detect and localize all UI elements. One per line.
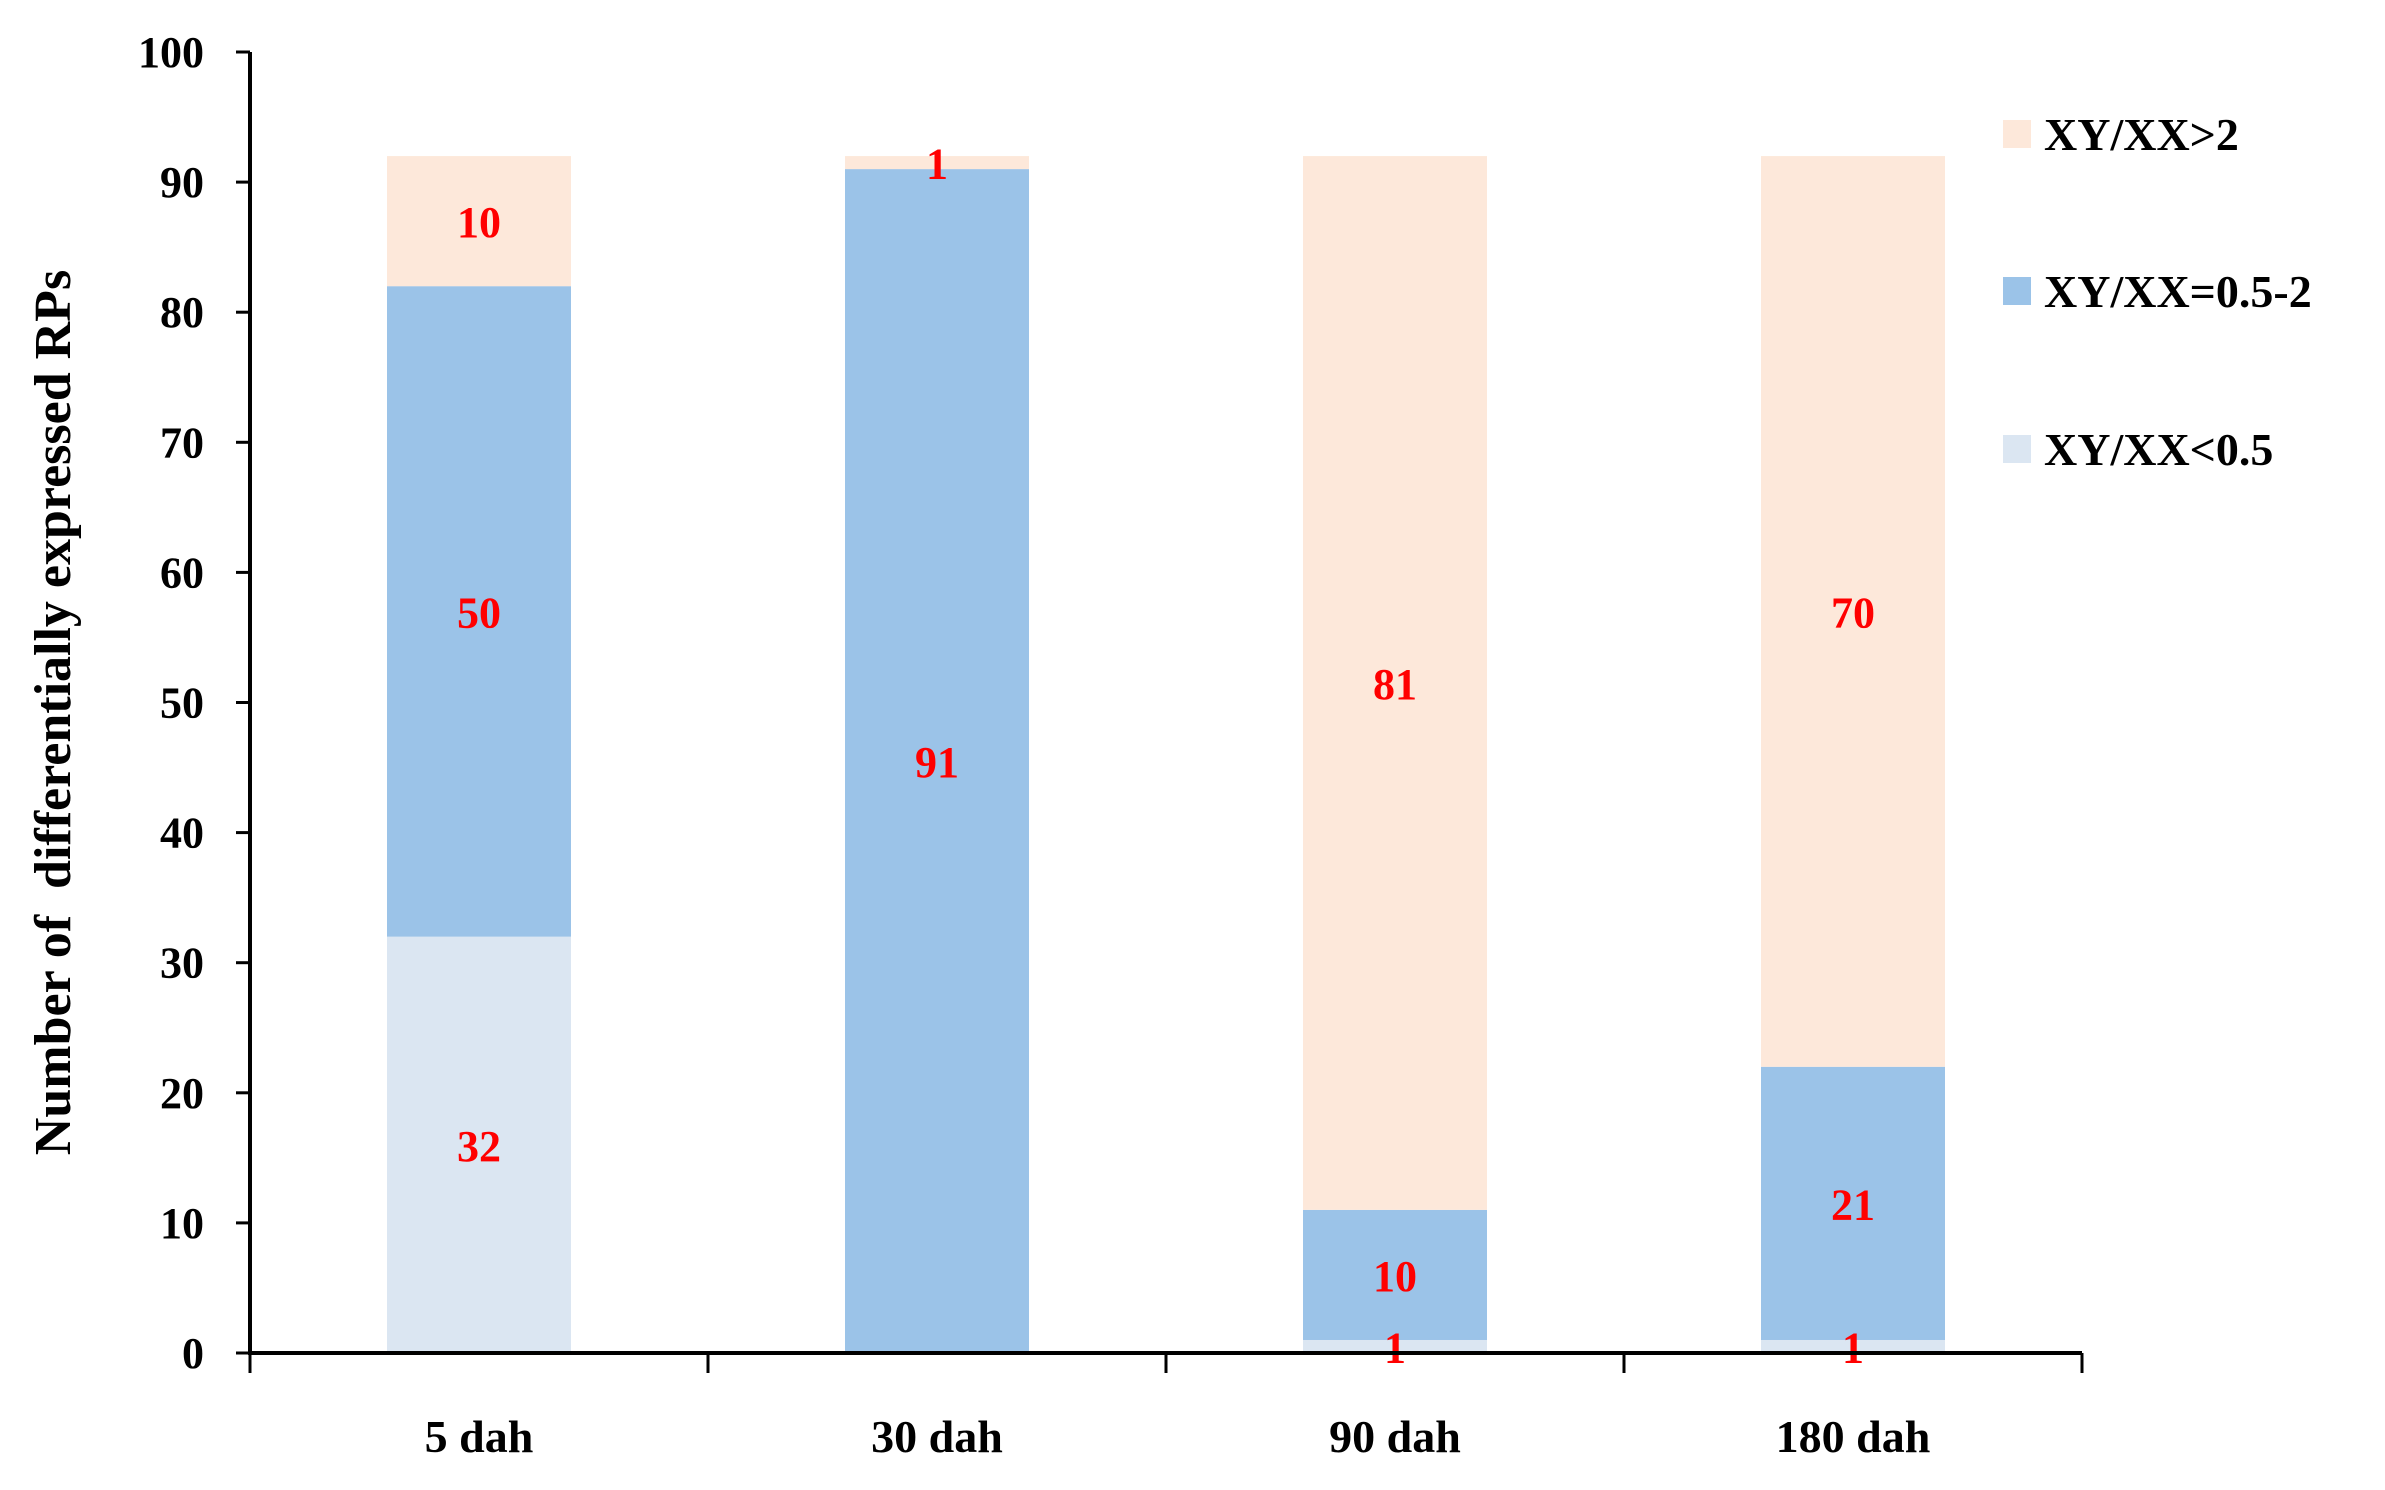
y-tick-label-80: 80: [160, 288, 204, 337]
data-label-180-dah-xy-xx-0-5-2: 21: [1831, 1180, 1875, 1229]
x-tick-label-30-dah: 30 dah: [871, 1411, 1003, 1462]
x-tick-label-90-dah: 90 dah: [1329, 1411, 1461, 1462]
data-label-90-dah-xy-xx-2: 81: [1373, 660, 1417, 709]
bar-90-dah-xy-xx-0-5-2: [1303, 1209, 1487, 1340]
legend: XY/XX>2 XY/XX=0.5-2 XY/XX<0.5: [2003, 109, 2312, 475]
y-tick-label-100: 100: [138, 28, 204, 77]
bar-180-dah-xy-xx-0-5: [1761, 1339, 1945, 1353]
legend-label-xy-xx-0-5-2: XY/XX=0.5-2: [2044, 266, 2312, 317]
data-label-5-dah-xy-xx-0-5: 32: [457, 1122, 501, 1171]
data-labels: 32 50 10 91 1 1 10 81 1 21 70: [457, 140, 1875, 1373]
bar-segments: [387, 156, 1945, 1354]
y-tick-label-20: 20: [160, 1069, 204, 1118]
bar-5-dah-xy-xx-0-5: [387, 936, 571, 1353]
axes: 0 10 20 30 40 50 60 70 80 90 100 5 dah 30 dah 90 dah 1…: [25, 28, 2084, 1462]
bar-30-dah-xy-xx-0-5-2: [845, 169, 1029, 1354]
y-tick-label-10: 10: [160, 1199, 204, 1248]
bar-5-dah-xy-xx-0-5-2: [387, 286, 571, 937]
legend-swatch-xy-xx-0-5-2: [2003, 277, 2031, 305]
y-tick-label-40: 40: [160, 809, 204, 858]
y-axis-title: Number of differentially expressed RPs: [25, 270, 82, 1155]
y-tick-label-70: 70: [160, 418, 204, 467]
bar-30-dah-xy-xx-2: [845, 156, 1029, 170]
bar-5-dah-xy-xx-2: [387, 156, 571, 287]
bar-180-dah-xy-xx-0-5-2: [1761, 1066, 1945, 1340]
y-tick-label-60: 60: [160, 548, 204, 597]
x-tick-label-5-dah: 5 dah: [425, 1411, 534, 1462]
data-label-5-dah-xy-xx-2: 10: [457, 198, 501, 247]
y-tick-label-0: 0: [182, 1329, 204, 1378]
y-tick-label-90: 90: [160, 158, 204, 207]
data-label-5-dah-xy-xx-0-5-2: 50: [457, 588, 501, 637]
data-label-180-dah-xy-xx-2: 70: [1831, 588, 1875, 637]
data-label-90-dah-xy-xx-0-5: 1: [1384, 1323, 1406, 1372]
bar-90-dah-xy-xx-0-5: [1303, 1339, 1487, 1353]
legend-label-xy-xx-2: XY/XX>2: [2044, 109, 2239, 160]
data-label-90-dah-xy-xx-0-5-2: 10: [1373, 1252, 1417, 1301]
legend-label-xy-xx-0-5: XY/XX<0.5: [2044, 424, 2273, 475]
legend-swatch-xy-xx-2: [2003, 120, 2031, 148]
bar-90-dah-xy-xx-2: [1303, 156, 1487, 1210]
data-label-30-dah-xy-xx-2: 1: [926, 140, 948, 189]
x-tick-label-180-dah: 180 dah: [1776, 1411, 1931, 1462]
data-label-30-dah-xy-xx-0-5-2: 91: [915, 738, 959, 787]
y-tick-label-50: 50: [160, 679, 204, 728]
legend-swatch-xy-xx-0-5: [2003, 435, 2031, 463]
data-label-180-dah-xy-xx-0-5: 1: [1842, 1323, 1864, 1372]
y-tick-label-30: 30: [160, 939, 204, 988]
bar-180-dah-xy-xx-2: [1761, 156, 1945, 1067]
